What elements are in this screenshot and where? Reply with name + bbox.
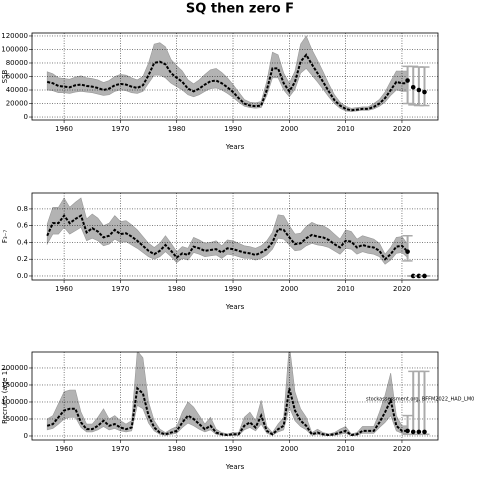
projection-point [416,273,422,279]
y-axis-label: Recruits (age 1) [1,368,9,424]
x-tick-label: 2010 [337,125,355,133]
x-tick-label: 2020 [393,285,411,293]
plot-frame [31,32,439,121]
chart-title: SQ then zero F [186,2,294,17]
y-tick-label: 0.8 [17,205,28,213]
x-tick-label: 1970 [111,125,129,133]
x-axis-label: Years [225,463,245,471]
x-tick-label: 2000 [280,285,298,293]
x-tick-label: 1990 [224,445,242,453]
confidence-band [46,197,408,265]
y-tick-label: 20000 [6,100,28,108]
x-tick-label: 1960 [55,445,73,453]
projection-point [422,89,427,95]
y-tick-label: 200000 [1,364,28,372]
x-tick-label: 1970 [111,285,129,293]
y-tick-label: 40000 [6,86,28,94]
x-tick-label: 1990 [224,285,242,293]
plot-area [46,35,408,112]
projection-point [416,429,422,435]
annotation: stockassessment.org, BFFM2022_HAD_LM0 [366,397,474,403]
series-line [46,53,408,112]
projection-point [410,273,416,279]
series-line [46,213,409,261]
y-tick-label: 0.2 [17,255,28,263]
projection-point [416,87,422,93]
x-tick-label: 2010 [337,285,355,293]
x-tick-label: 1970 [111,445,129,453]
series-line [46,386,408,437]
y-tick-label: 100000 [1,45,28,53]
y-tick-label: 50000 [6,415,28,423]
projection-point [422,273,427,279]
x-tick-label: 2000 [280,445,298,453]
x-tick-label: 1990 [224,125,242,133]
y-axis-label: F₃₋₇ [1,230,9,244]
x-axis-label: Years [225,303,245,311]
y-tick-label: 80000 [6,59,28,67]
projection-point [405,249,410,254]
projection-point [405,428,410,434]
y-tick-label: 0.4 [17,238,29,246]
y-tick-label: 0.6 [17,222,29,230]
x-tick-label: 2020 [393,445,411,453]
y-tick-label: 150000 [1,381,28,389]
y-axis-label: SSB [1,69,9,83]
x-tick-label: 2000 [280,125,298,133]
confidence-band [46,352,408,436]
plot-frame [31,192,439,281]
x-tick-label: 1960 [55,285,73,293]
projection-point [410,429,416,435]
y-tick-label: 100000 [1,398,28,406]
x-tick-label: 2010 [337,445,355,453]
plot-area [46,352,408,437]
projection-point [422,429,427,435]
projection-point [405,78,410,83]
x-tick-label: 1960 [55,125,73,133]
x-tick-label: 1980 [168,445,186,453]
y-tick-label: 0 [24,432,28,440]
x-tick-label: 1980 [168,125,186,133]
x-tick-label: 1980 [168,285,186,293]
x-axis-label: Years [225,143,245,151]
plot-area [46,197,409,265]
confidence-band [46,35,408,112]
y-tick-label: 0 [24,113,28,121]
y-tick-label: 60000 [6,73,28,81]
projection-point [410,85,416,90]
y-tick-label: 120000 [1,32,28,40]
y-tick-label: 0.0 [17,272,28,280]
plot-frame [31,351,439,441]
x-tick-label: 2020 [393,125,411,133]
